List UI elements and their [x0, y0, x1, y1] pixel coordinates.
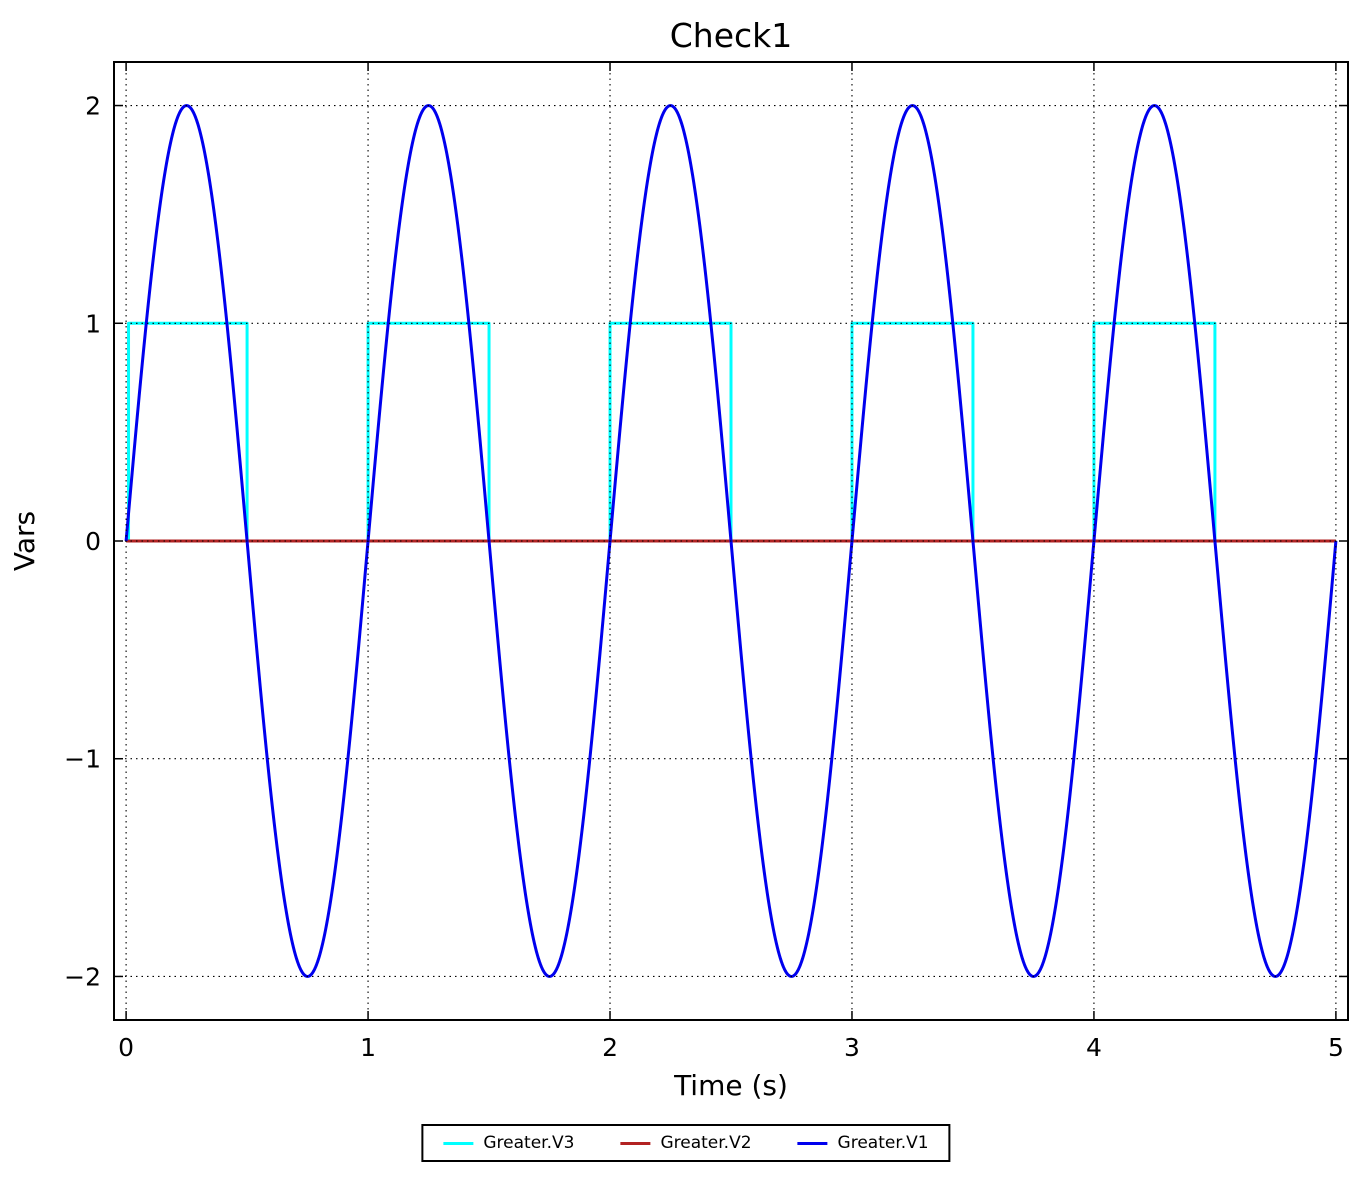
legend-label: Greater.V3 [483, 1133, 575, 1153]
tick-group [114, 62, 1348, 1020]
legend-label: Greater.V1 [837, 1133, 929, 1153]
plot-border [113, 61, 1349, 1021]
grid-group [114, 62, 1348, 1020]
legend-label: Greater.V2 [660, 1133, 752, 1153]
x-tick-label: 5 [1328, 1033, 1344, 1062]
legend: Greater.V3 Greater.V2 Greater.V1 [421, 1124, 951, 1162]
x-tick-label: 2 [602, 1033, 618, 1062]
tick-label-group: 0 1 2 3 4 5 −2 −1 0 1 2 [64, 92, 1344, 1062]
y-tick-label: −1 [64, 745, 101, 774]
legend-line-swatch [620, 1141, 651, 1145]
legend-entry-greater-v1: Greater.V1 [797, 1133, 929, 1153]
y-axis-label: Vars [8, 511, 41, 571]
x-tick-label: 0 [118, 1033, 134, 1062]
chart-title: Check1 [670, 16, 793, 55]
x-tick-label: 3 [844, 1033, 860, 1062]
x-tick-label: 4 [1086, 1033, 1102, 1062]
legend-entry-greater-v2: Greater.V2 [620, 1133, 752, 1153]
y-tick-label: 2 [85, 92, 101, 121]
y-tick-label: 0 [85, 527, 101, 556]
y-tick-label: −2 [64, 962, 101, 991]
x-axis-label: Time (s) [673, 1069, 788, 1102]
y-tick-label: 1 [85, 309, 101, 338]
x-tick-label: 1 [360, 1033, 376, 1062]
legend-line-swatch [443, 1141, 474, 1145]
legend-entry-greater-v3: Greater.V3 [443, 1133, 574, 1153]
legend-line-swatch [797, 1141, 828, 1145]
series-greater-v3 [126, 321, 1336, 543]
